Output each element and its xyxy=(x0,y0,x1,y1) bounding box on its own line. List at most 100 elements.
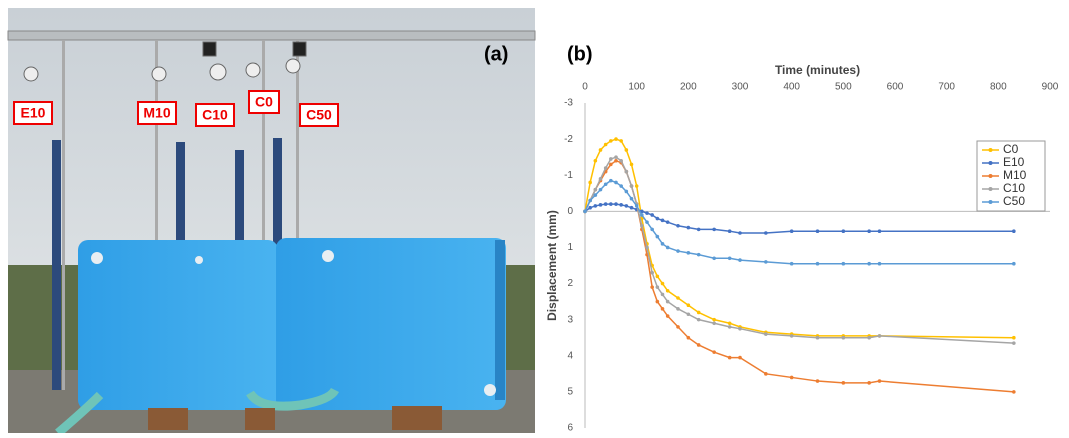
point xyxy=(609,157,613,161)
y-tick-label: 0 xyxy=(567,206,573,217)
point xyxy=(660,292,665,297)
tag-box xyxy=(248,90,280,114)
point xyxy=(629,184,634,188)
point xyxy=(867,229,871,233)
point xyxy=(614,155,618,159)
pallets xyxy=(148,406,442,430)
point xyxy=(696,317,701,322)
point xyxy=(712,227,716,232)
point xyxy=(655,216,660,221)
point xyxy=(603,202,608,206)
point xyxy=(676,307,680,311)
point xyxy=(588,205,592,210)
point xyxy=(583,209,587,214)
point xyxy=(686,303,691,308)
point xyxy=(624,204,629,208)
point xyxy=(712,317,716,322)
point xyxy=(609,139,613,143)
y-tick-label: -2 xyxy=(564,134,573,145)
point xyxy=(614,158,618,163)
point xyxy=(609,162,613,167)
point xyxy=(867,335,871,340)
point xyxy=(593,187,598,192)
point xyxy=(603,166,608,170)
point xyxy=(686,312,691,317)
point xyxy=(841,381,846,385)
y-tick-label: 4 xyxy=(567,350,573,361)
point xyxy=(660,242,665,246)
point xyxy=(727,325,732,329)
x-tick-label: 300 xyxy=(732,82,749,93)
x-tick-label: 0 xyxy=(582,82,588,93)
x-tick-label: 100 xyxy=(628,82,645,93)
point xyxy=(655,274,660,279)
point xyxy=(676,296,680,300)
point xyxy=(841,335,846,340)
hose xyxy=(55,387,340,437)
caps xyxy=(91,250,496,396)
point xyxy=(867,261,871,266)
point xyxy=(603,182,608,187)
panel-label: (a) xyxy=(484,43,508,65)
series-line xyxy=(584,138,1014,339)
legend-label: C50 xyxy=(1003,194,1025,208)
point xyxy=(686,225,691,230)
point xyxy=(598,148,603,152)
y-tick-label: 3 xyxy=(567,314,573,325)
legend-label: C0 xyxy=(1003,142,1019,156)
tag: M10 xyxy=(143,105,170,121)
point xyxy=(624,169,629,174)
x-tick-label: 500 xyxy=(835,82,852,93)
point xyxy=(738,355,742,360)
point xyxy=(789,375,794,380)
legend-marker xyxy=(988,148,993,152)
point xyxy=(764,372,768,376)
point xyxy=(712,350,716,354)
tank-side xyxy=(495,240,505,400)
legend-marker xyxy=(988,161,993,165)
point xyxy=(841,261,846,266)
y-tick-label: -3 xyxy=(564,98,573,109)
point xyxy=(877,261,882,266)
point xyxy=(738,258,742,262)
point xyxy=(877,379,882,383)
point xyxy=(655,299,660,304)
point xyxy=(598,177,603,181)
y-axis-title: Displacement (mm) xyxy=(545,210,559,321)
x-tick-label: 800 xyxy=(990,82,1007,93)
legend-label: C10 xyxy=(1003,181,1025,195)
point xyxy=(738,231,742,235)
point xyxy=(645,220,649,224)
point xyxy=(598,203,603,207)
point xyxy=(696,343,701,347)
point xyxy=(1012,261,1016,266)
point xyxy=(660,218,665,223)
point xyxy=(676,325,680,329)
tank xyxy=(78,240,278,410)
tank xyxy=(276,238,506,410)
point xyxy=(634,204,639,208)
point xyxy=(815,261,820,266)
point xyxy=(815,229,820,233)
point xyxy=(867,381,871,385)
tag-box xyxy=(13,101,53,125)
point xyxy=(588,198,592,203)
legend-marker xyxy=(988,200,993,204)
point xyxy=(727,256,732,261)
point xyxy=(665,299,670,304)
point xyxy=(665,288,670,293)
point xyxy=(1012,341,1016,345)
point xyxy=(640,213,644,217)
tag: C50 xyxy=(306,107,332,123)
x-tick-label: 200 xyxy=(680,82,697,93)
point xyxy=(676,223,680,228)
x-tick-label: 700 xyxy=(938,82,955,93)
point xyxy=(676,249,680,253)
point xyxy=(650,270,654,275)
point xyxy=(665,220,670,224)
x-axis-title: Time (minutes) xyxy=(775,63,860,77)
point xyxy=(619,139,623,143)
y-tick-label: 5 xyxy=(567,387,573,398)
tag-box xyxy=(299,103,339,127)
point xyxy=(841,229,846,233)
